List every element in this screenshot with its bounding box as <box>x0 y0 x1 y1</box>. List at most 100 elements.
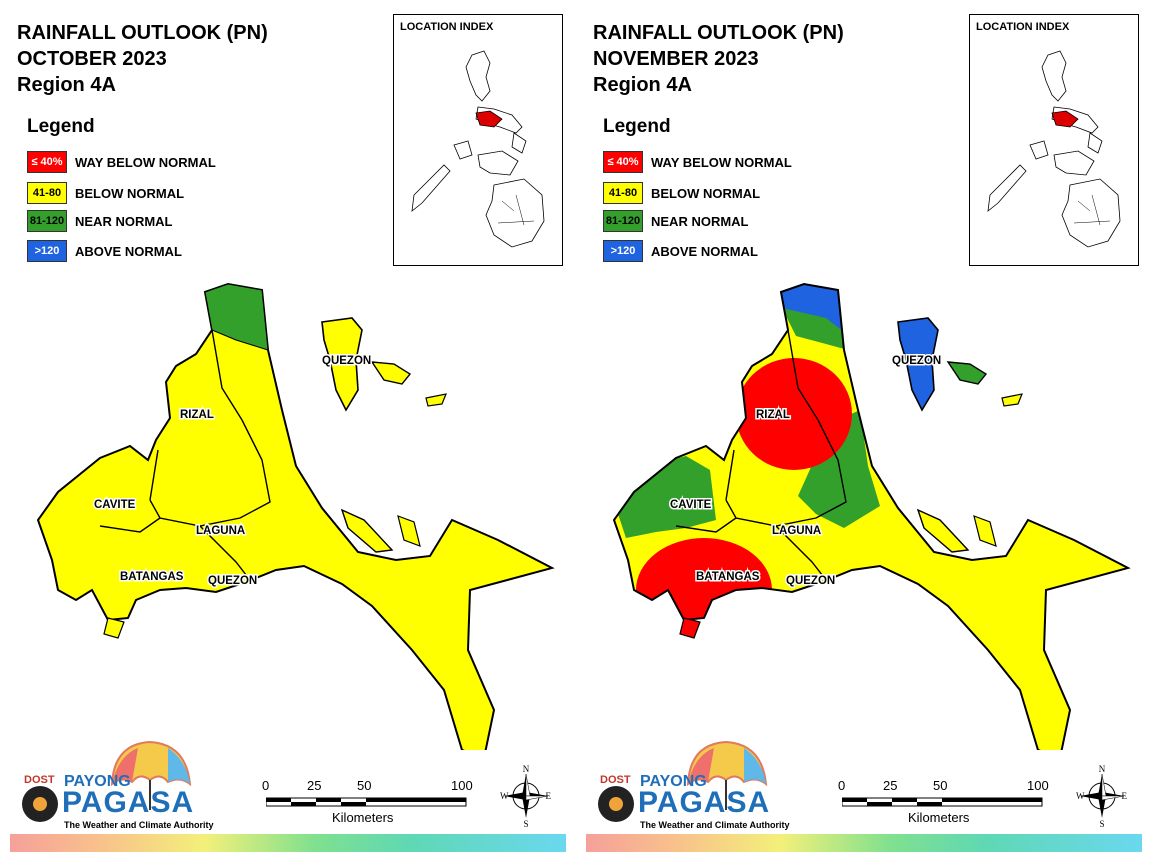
title-line-1: RAINFALL OUTLOOK (PN) <box>593 22 844 44</box>
legend-item-near: 81-120 NEAR NORMAL <box>27 209 173 233</box>
province-border <box>99 329 271 581</box>
footer-color-bar <box>10 834 566 852</box>
label-batangas: BATANGAS <box>120 571 184 583</box>
location-index-box: LOCATION INDEX <box>393 14 563 266</box>
scale-unit: Kilometers <box>908 810 970 825</box>
compass-graphic: N S E W <box>1076 764 1128 829</box>
compass-s: S <box>523 819 528 828</box>
compass-rose-icon: N S E W <box>500 764 552 829</box>
legend-label: NEAR NORMAL <box>75 213 173 229</box>
location-index-box: LOCATION INDEX <box>969 14 1139 266</box>
label-quezon-north: QUEZON <box>892 355 941 367</box>
compass-e: E <box>1122 791 1128 801</box>
legend-swatch: 81-120 <box>603 210 643 232</box>
philippines-outline <box>987 50 1121 248</box>
logo-dost: DOST <box>600 774 631 786</box>
logo-payong: PAYONG <box>64 773 131 790</box>
legend-item-near: 81-120 NEAR NORMAL <box>603 209 749 233</box>
logo-payong: PAYONG <box>640 773 707 790</box>
scale-tick: 0 <box>262 778 270 793</box>
legend-label: WAY BELOW NORMAL <box>75 154 216 170</box>
compass-graphic: N S E W <box>500 764 552 829</box>
title-line-2: NOVEMBER 2023 <box>593 48 759 70</box>
philippines-outline <box>411 50 545 248</box>
compass-w: W <box>500 791 509 801</box>
november-panel: RAINFALL OUTLOOK (PN) NOVEMBER 2023 Regi… <box>576 0 1152 864</box>
compass-w: W <box>1076 791 1085 801</box>
legend-label: ABOVE NORMAL <box>75 243 182 259</box>
label-quezon-north: QUEZON <box>322 355 371 367</box>
umbrella-icon <box>22 740 192 822</box>
scale-tick: 25 <box>307 778 322 793</box>
scale-tick: 25 <box>883 778 898 793</box>
legend-swatch: 41-80 <box>27 182 67 204</box>
legend-item-above: >120 ABOVE NORMAL <box>27 239 182 263</box>
island <box>340 508 394 553</box>
label-rizal: RIZAL <box>180 409 214 421</box>
map-title: RAINFALL OUTLOOK (PN) NOVEMBER 2023 Regi… <box>593 20 844 98</box>
location-index-title: LOCATION INDEX <box>400 21 494 33</box>
island <box>103 617 125 639</box>
legend-item-above: >120 ABOVE NORMAL <box>603 239 758 263</box>
umbrella-icon <box>598 740 768 822</box>
logo-tagline: The Weather and Climate Authority <box>64 820 214 830</box>
near-normal-zone <box>782 308 848 350</box>
logo-pagasa: PAGASA <box>62 786 195 819</box>
pagasa-logo: DOST PAYONG PAGASA The Weather and Clima… <box>18 740 214 835</box>
footer-color-bar <box>586 834 1142 852</box>
island <box>425 393 447 407</box>
label-laguna: LAGUNA <box>772 525 821 537</box>
region-outline <box>612 282 1131 750</box>
label-cavite: CAVITE <box>94 499 136 511</box>
october-panel: RAINFALL OUTLOOK (PN) OCTOBER 2023 Regio… <box>10 14 566 852</box>
scale-bar: 0 25 50 100 Kilometers <box>262 778 473 828</box>
legend-title: Legend <box>27 116 95 137</box>
legend-item-way-below: ≤ 40% WAY BELOW NORMAL <box>27 150 216 174</box>
legend-swatch: >120 <box>27 240 67 262</box>
scale-bar-graphic <box>842 797 1043 807</box>
location-index-title: LOCATION INDEX <box>976 21 1070 33</box>
label-batangas: BATANGAS <box>696 571 760 583</box>
region-4a-map: QUEZON RIZAL CAVITE LAGUNA BATANGAS QUEZ… <box>36 282 555 750</box>
legend-item-below: 41-80 BELOW NORMAL <box>603 181 760 205</box>
island <box>1001 393 1023 407</box>
scale-tick: 100 <box>451 778 473 793</box>
way-below-normal-zone <box>736 358 852 470</box>
scale-tick: 0 <box>838 778 846 793</box>
logo-tagline: The Weather and Climate Authority <box>640 820 790 830</box>
title-line-3: Region 4A <box>17 74 116 96</box>
island <box>973 515 997 547</box>
region-landmass <box>614 284 1128 750</box>
pagasa-logo: DOST PAYONG PAGASA The Weather and Clima… <box>594 740 790 835</box>
way-below-normal-zone <box>636 538 772 642</box>
legend-label: ABOVE NORMAL <box>651 243 758 259</box>
label-quezon-south: QUEZON <box>208 575 257 587</box>
title-line-2: OCTOBER 2023 <box>17 48 167 70</box>
legend-swatch: 41-80 <box>603 182 643 204</box>
scale-tick: 50 <box>357 778 372 793</box>
legend-label: NEAR NORMAL <box>651 213 749 229</box>
label-rizal: RIZAL <box>756 409 790 421</box>
legend-item-way-below: ≤ 40% WAY BELOW NORMAL <box>603 150 792 174</box>
scale-unit: Kilometers <box>332 810 394 825</box>
region-4a-map: QUEZON RIZAL CAVITE LAGUNA BATANGAS QUEZ… <box>612 282 1131 750</box>
province-border <box>675 329 847 581</box>
compass-n: N <box>523 764 530 774</box>
title-line-3: Region 4A <box>593 74 692 96</box>
legend-swatch: ≤ 40% <box>27 151 67 173</box>
scale-tick: 50 <box>933 778 948 793</box>
legend-swatch: >120 <box>603 240 643 262</box>
island <box>397 515 421 547</box>
legend-label: WAY BELOW NORMAL <box>651 154 792 170</box>
region-landmass <box>36 282 555 750</box>
island <box>946 361 988 385</box>
island <box>916 508 970 553</box>
label-laguna: LAGUNA <box>196 525 245 537</box>
label-quezon-south: QUEZON <box>786 575 835 587</box>
near-normal-zone <box>798 410 880 528</box>
legend-item-below: 41-80 BELOW NORMAL <box>27 181 184 205</box>
legend-swatch: ≤ 40% <box>603 151 643 173</box>
label-cavite: CAVITE <box>670 499 712 511</box>
island <box>897 317 939 412</box>
island <box>679 617 701 639</box>
